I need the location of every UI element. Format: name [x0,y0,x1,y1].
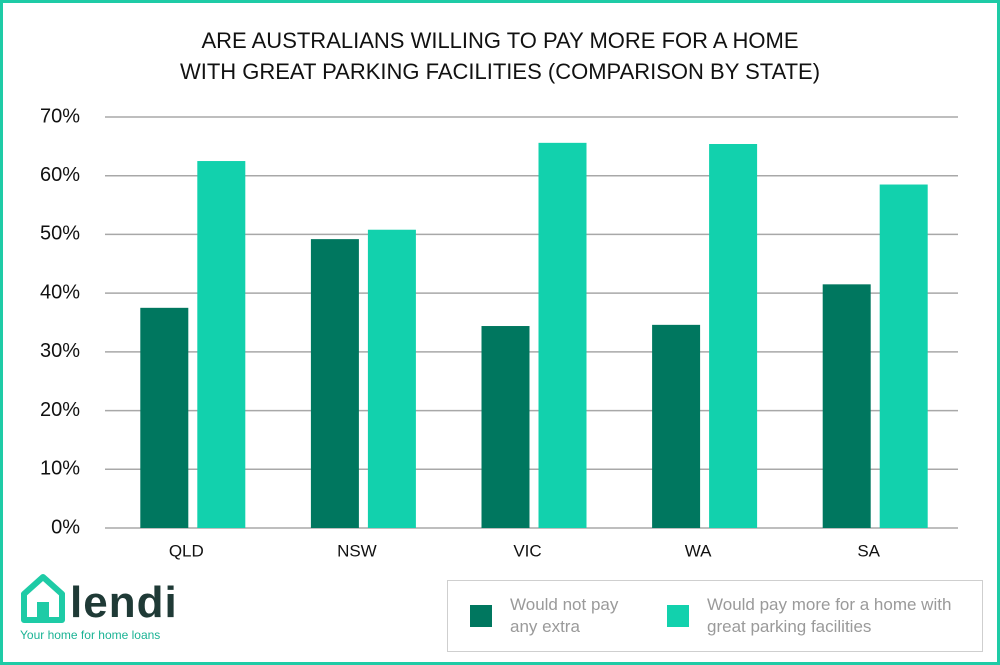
bar [140,307,189,528]
x-tick-label: NSW [337,541,377,560]
bar [310,239,359,528]
chart-title: ARE AUSTRALIANS WILLING TO PAY MORE FOR … [202,28,799,53]
x-tick-label: WA [685,541,712,560]
bar [879,184,928,528]
legend-item: Would not pay any extra [470,594,645,638]
x-tick-label: QLD [169,541,204,560]
y-tick-label: 60% [40,164,80,186]
bar [538,142,587,528]
bar [367,229,416,528]
bar [822,284,871,528]
y-tick-label: 0% [51,516,80,538]
legend-label: Would not pay any extra [510,595,619,636]
legend-swatch [470,605,492,627]
bar [652,324,701,528]
logo-tagline: Your home for home loans [20,628,161,642]
bar [709,144,758,528]
legend-swatch [667,605,689,627]
legend-item: Would pay more for a home with great par… [667,594,957,638]
x-tick-label: VIC [513,541,541,560]
legend: Would not pay any extra Would pay more fo… [447,580,983,652]
chart-title: WITH GREAT PARKING FACILITIES (COMPARISO… [180,59,820,84]
x-tick-label: SA [857,541,880,560]
y-tick-label: 50% [40,223,80,245]
logo-icon [21,574,65,623]
y-tick-label: 30% [40,340,80,362]
bar [197,161,246,529]
y-tick-label: 10% [40,458,80,480]
y-tick-label: 20% [40,399,80,421]
legend-label: Would pay more for a home with great par… [707,595,952,636]
logo-name: lendi [70,578,178,627]
y-tick-label: 40% [40,281,80,303]
y-tick-label: 70% [40,105,80,127]
bar [481,326,530,528]
